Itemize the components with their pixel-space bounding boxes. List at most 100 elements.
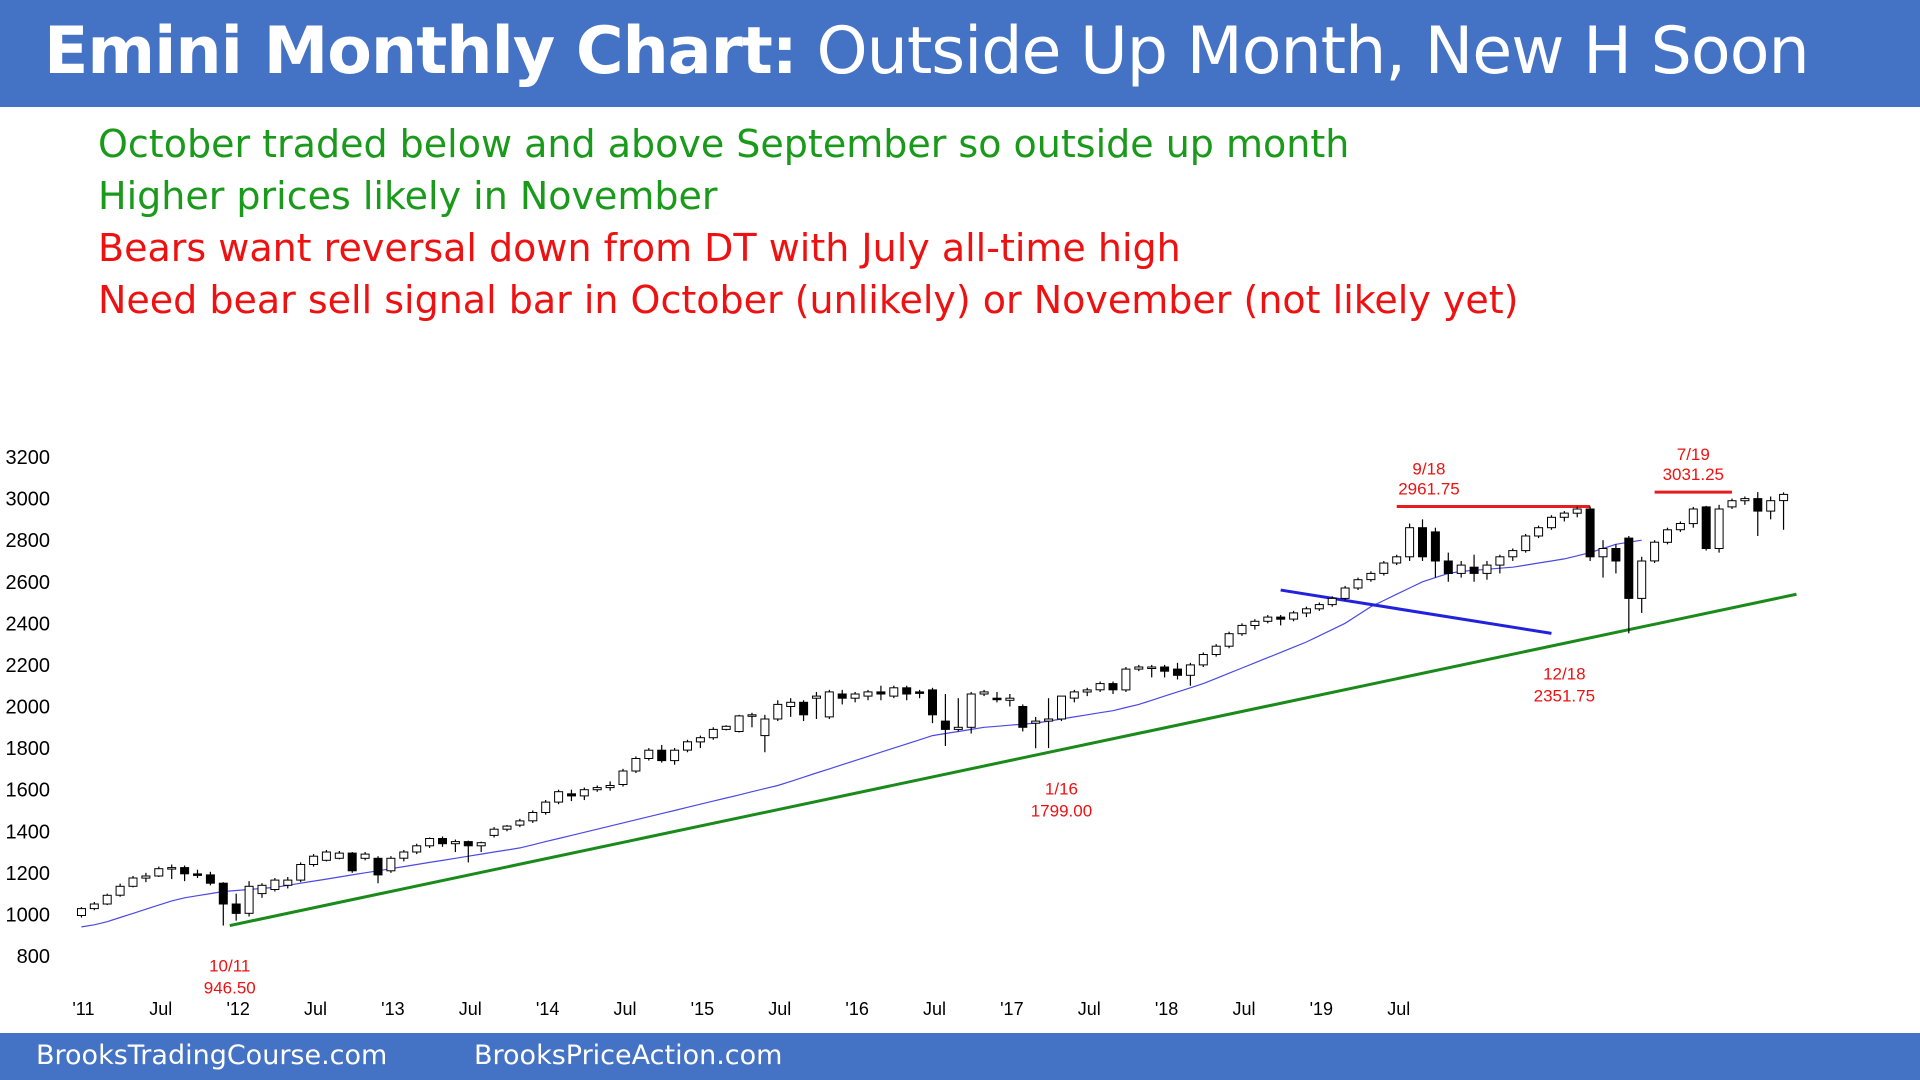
bull-candle [1147, 666, 1157, 669]
bull-candle [309, 855, 319, 866]
bull-candle [1314, 604, 1324, 610]
bear-candle [1443, 560, 1453, 574]
bull-candle [683, 741, 692, 751]
bull-candle [1340, 587, 1350, 599]
bear-candle [915, 691, 925, 694]
bull-candle [1366, 572, 1376, 581]
title-bar: Emini Monthly Chart: Outside Up Month, N… [0, 0, 1920, 107]
x-tick-label: Jul [149, 999, 172, 1019]
bull-candle [360, 853, 370, 859]
x-tick-label: Jul [1078, 999, 1101, 1019]
bull-candle [1714, 508, 1724, 549]
x-tick-label: '19 [1310, 999, 1333, 1019]
bull-candle [1482, 564, 1492, 574]
y-tick-label: 2600 [6, 572, 51, 594]
y-tick-label: 2200 [6, 655, 51, 677]
bull-candle [721, 725, 731, 730]
bull-candle [1302, 608, 1311, 614]
bull-candle [1572, 508, 1582, 514]
bear-candle [1430, 531, 1440, 562]
bull-candle [1250, 620, 1260, 626]
y-tick-label: 2400 [6, 613, 51, 635]
bull-candle [773, 703, 783, 720]
bear-candle [1624, 537, 1634, 599]
bear-candle [1701, 506, 1711, 549]
bull-candle [296, 864, 306, 881]
annotation-date: 7/19 [1677, 445, 1710, 464]
bull-candle [257, 884, 267, 895]
bull-candle [1069, 691, 1079, 699]
bear-candle [1611, 548, 1621, 562]
bull-candle [618, 770, 628, 785]
y-tick-label: 1400 [6, 821, 51, 843]
bull-candle [1495, 556, 1505, 566]
bull-candle [850, 693, 860, 699]
bull-candle [399, 851, 409, 859]
bear-candle [438, 838, 447, 845]
bull-candle [425, 838, 435, 847]
bull-candle [1095, 683, 1105, 691]
bull-candle [695, 737, 705, 743]
x-tick-label: Jul [1232, 999, 1255, 1019]
bull-candle [1727, 500, 1737, 508]
bull-candle [1044, 718, 1054, 722]
bull-candle [1379, 562, 1389, 574]
x-tick-label: Jul [768, 999, 791, 1019]
bull-candle [1766, 500, 1776, 512]
x-tick-label: Jul [1387, 999, 1410, 1019]
footer-left-link[interactable]: BrooksTradingCourse.com [36, 1040, 388, 1071]
bear-candle [876, 691, 886, 695]
y-tick-label: 3200 [6, 447, 51, 469]
bull-candle [605, 785, 615, 789]
bull-candle [644, 749, 654, 760]
bear-candle [1418, 527, 1427, 558]
x-tick-label: '14 [536, 999, 559, 1019]
bull-candle [77, 908, 86, 916]
bull-candle [412, 845, 422, 853]
bull-candle [1185, 664, 1195, 676]
note-line-1: October traded below and above September… [98, 122, 1350, 166]
bear-candle [1160, 666, 1170, 672]
bull-candle [128, 877, 138, 887]
bull-candle [1456, 564, 1466, 574]
bull-candle [1559, 512, 1569, 518]
title-bold: Emini Monthly Chart: [44, 14, 798, 89]
bull-candle [1675, 523, 1685, 531]
x-tick-label: '17 [1000, 999, 1023, 1019]
bear-candle [902, 687, 912, 695]
bull-candle [708, 728, 718, 739]
bull-candle [1688, 508, 1698, 525]
bear-candle [928, 689, 937, 716]
bull-candle [592, 787, 602, 791]
x-tick-label: Jul [614, 999, 637, 1019]
bear-candle [463, 841, 473, 847]
bull-candle [89, 903, 99, 910]
bull-candle [554, 791, 564, 803]
bear-candle [567, 793, 576, 797]
bull-candle [1134, 666, 1144, 670]
bull-candle [979, 691, 989, 695]
bull-candle [386, 857, 396, 872]
bear-candle [205, 874, 215, 884]
bear-candle [1108, 683, 1118, 691]
footer: BrooksTradingCourse.com BrooksPriceActio… [0, 1033, 1920, 1080]
y-tick-label: 1200 [6, 863, 51, 885]
bear-candle [657, 749, 667, 762]
bull-candle [1598, 548, 1608, 558]
bull-candle [450, 841, 460, 845]
bull-candle [863, 691, 873, 697]
page-title: Emini Monthly Chart: Outside Up Month, N… [44, 14, 1810, 89]
bull-candle [489, 828, 499, 836]
bull-candle [1740, 498, 1750, 502]
x-tick-label: '16 [845, 999, 868, 1019]
bull-candle [1327, 597, 1337, 606]
bull-candle [1031, 720, 1041, 724]
bull-candle [270, 879, 280, 890]
bull-candle [141, 875, 151, 879]
footer-right-link[interactable]: BrooksPriceAction.com [474, 1040, 783, 1071]
y-tick-label: 1800 [6, 738, 51, 760]
bull-candle [1508, 550, 1518, 558]
annotation-price: 946.50 [204, 979, 256, 998]
bull-candle [579, 789, 589, 797]
bear-candle [1173, 668, 1182, 676]
